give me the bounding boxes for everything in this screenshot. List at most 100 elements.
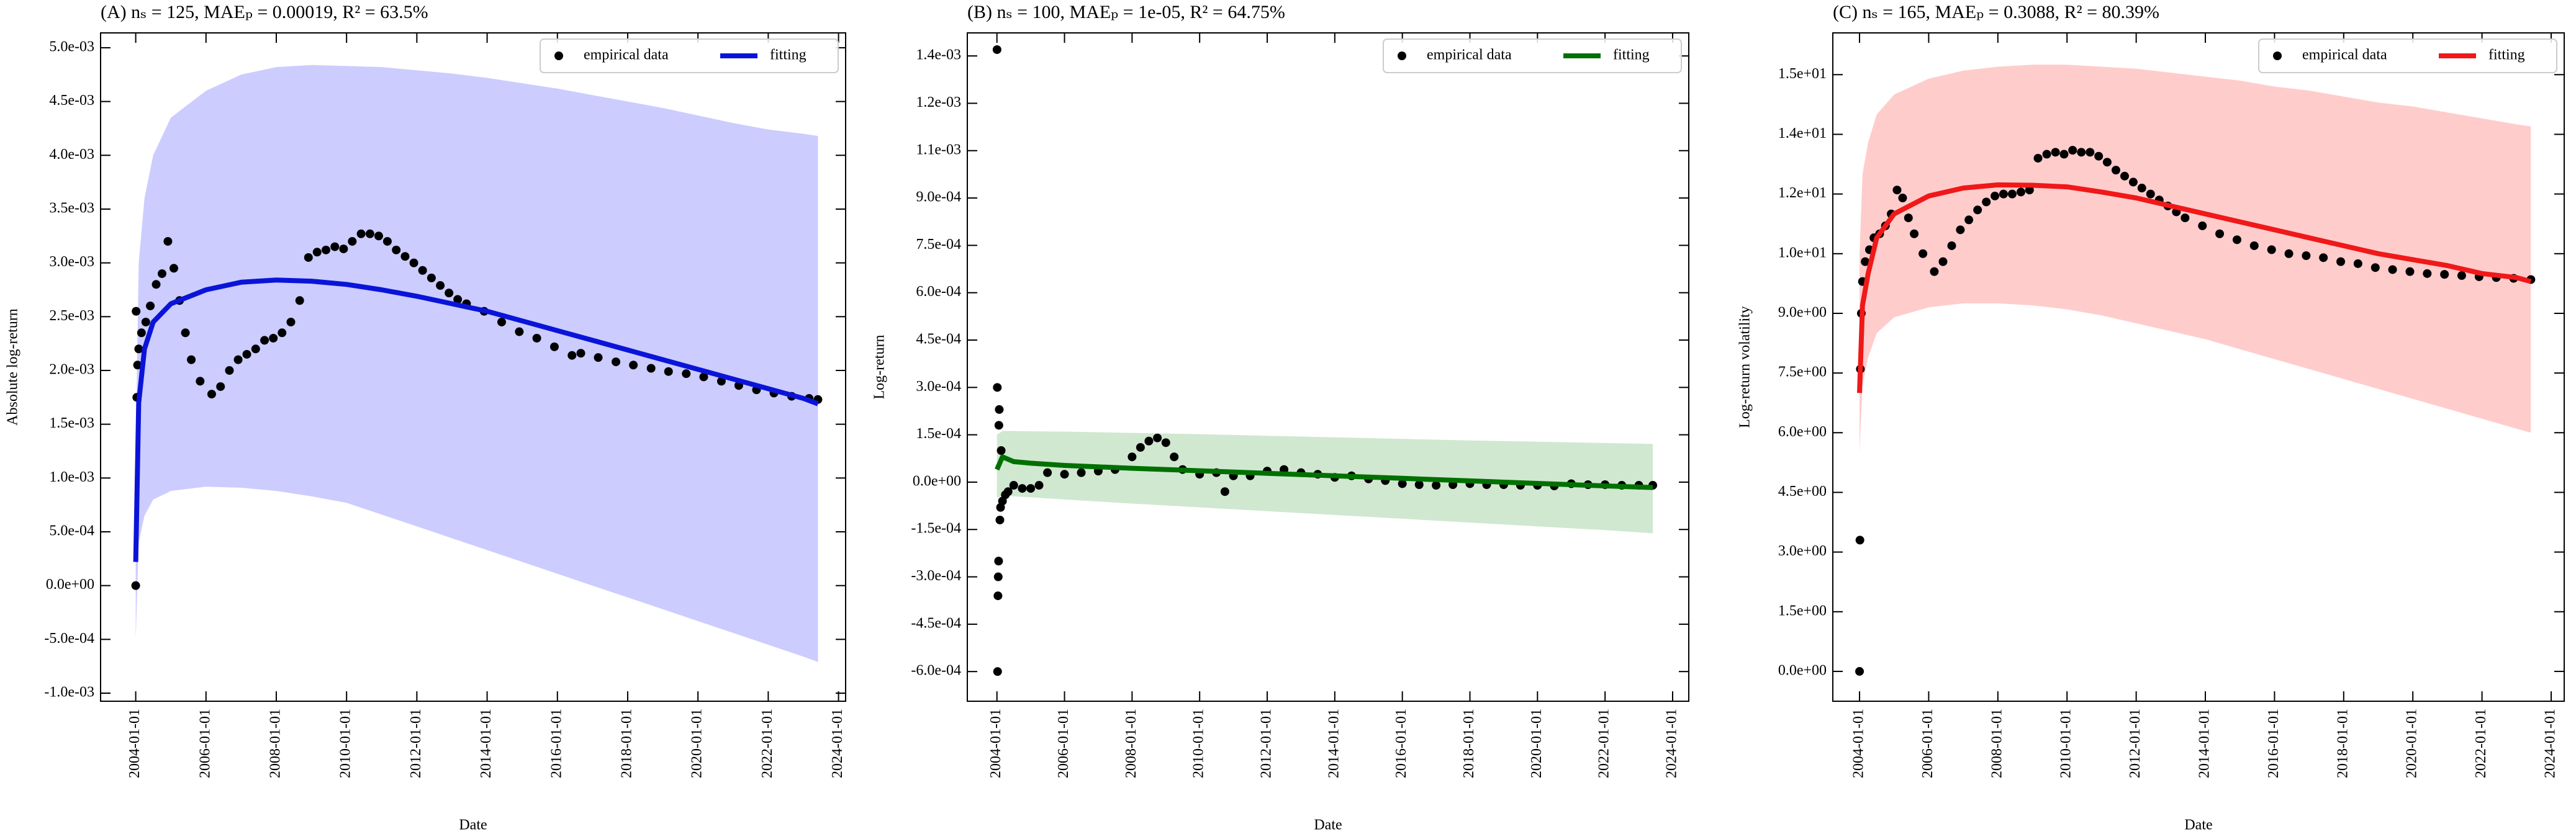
empirical-point [993,572,1003,581]
empirical-point [365,229,374,238]
legend-label: fitting [2488,47,2525,63]
empirical-point [629,361,638,370]
x-tick-label: 2020-01-01 [689,709,705,778]
y-tick-label: 1.5e+00 [1778,603,1827,619]
y-tick-label: 2.0e-03 [49,361,94,377]
y-tick-label: 1.5e+01 [1778,66,1827,82]
y-tick-label: 1.2e+01 [1778,185,1827,201]
empirical-point [187,355,196,364]
x-tick-label: 2018-01-01 [2334,709,2351,778]
x-tick-label: 2022-01-01 [1596,709,1612,778]
panel: 0.0e+00 1.5e+00 3.0e+00 4.5e+00 6.0e+00 7.5e+… [1737,2,2565,833]
y-tick-label: -3.0e-04 [911,568,961,584]
empirical-point [2457,271,2466,280]
legend-label: empirical data [2302,47,2387,63]
empirical-point [207,390,216,399]
empirical-point [2137,184,2146,193]
empirical-point [269,333,278,343]
empirical-point [2232,235,2241,245]
empirical-point [1128,452,1137,462]
legend: empirical data fitting [1383,38,1682,73]
empirical-point [2007,189,2017,199]
y-tick-label: 7.5e+00 [1778,364,1827,380]
y-tick-label: 2.5e-03 [49,308,94,324]
y-tick-label: 3.0e-04 [916,379,961,395]
empirical-point [612,357,621,367]
empirical-point [1973,205,1982,215]
empirical-point [994,557,1003,566]
panel: -6.0e-04 -4.5e-04 -3.0e-04 -1.5e-04 0.0e+00 1… [872,2,1689,833]
empirical-point [1898,194,1907,203]
empirical-point [2016,187,2025,197]
confidence-band [997,431,1653,534]
fit-line [995,454,1653,490]
empirical-point [2388,265,2397,274]
empirical-point [2120,171,2130,181]
empirical-point [1930,267,1939,276]
empirical-point [1077,468,1086,477]
x-tick-label: 2016-01-01 [1393,709,1409,778]
x-tick-label: 2022-01-01 [759,709,775,778]
empirical-point [163,236,173,246]
y-tick-label: 1.2e-03 [916,94,961,110]
plot-frame [100,32,846,702]
empirical-point [233,355,243,364]
y-tick-label: -5.0e-04 [44,630,94,647]
empirical-point [1003,487,1013,496]
legend-label: fitting [1613,47,1650,63]
legend: empirical data fitting [540,38,839,73]
y-tick-label: 5.0e-03 [49,38,94,55]
empirical-point [515,327,524,336]
x-tick-label: 2008-01-01 [267,709,283,778]
x-axis-label: Date [1314,817,1342,833]
chart-title: (B) nₛ = 100, MAEₚ = 1e-05, R² = 64.75% [967,2,1285,22]
empirical-point [995,515,1005,524]
empirical-point [2440,270,2449,279]
empirical-point [2042,150,2051,159]
empirical-point [2284,249,2294,258]
y-tick-label: 5.0e-04 [49,523,94,539]
empirical-point [374,231,383,241]
y-tick-label: 4.5e-03 [49,92,94,109]
x-tick-label: 2010-01-01 [1191,709,1207,778]
empirical-point [992,45,1001,54]
empirical-point [1136,442,1145,452]
empirical-point [2094,151,2104,161]
empirical-point [1009,481,1018,490]
empirical-point [497,317,506,326]
empirical-point [436,281,445,290]
empirical-point [2128,177,2138,187]
x-tick-label: 2006-01-01 [197,709,213,778]
x-tick-label: 2014-01-01 [1326,709,1342,778]
y-tick-label: 1.1e-03 [916,141,961,158]
y-tick-label: 9.0e-04 [916,189,961,205]
empirical-point [304,253,313,262]
empirical-point [169,264,179,273]
empirical-point [2336,257,2346,266]
x-tick-label: 2010-01-01 [2058,709,2074,778]
y-tick-label: 1.5e-03 [49,415,94,431]
empirical-point [1855,666,1864,676]
empirical-point [1938,257,1948,266]
legend-marker [2273,52,2282,60]
fit-line [1857,182,2532,393]
empirical-point [2302,251,2311,260]
empirical-point [1170,452,1179,462]
empirical-point [418,266,427,275]
empirical-point [196,377,205,386]
empirical-point [1018,484,1027,493]
y-axis-label: Log-return volatility [1737,306,1753,428]
empirical-point [716,377,726,386]
empirical-point [427,273,436,282]
x-tick-label: 2004-01-01 [988,709,1004,778]
empirical-point [1026,484,1036,493]
y-tick-label: 0.0e+00 [1778,662,1827,678]
empirical-point [567,351,577,360]
empirical-point [141,317,150,326]
fit-line [133,277,819,562]
y-tick-label: 1.5e-04 [916,426,961,442]
x-tick-label: 2012-01-01 [1259,709,1275,778]
empirical-point [549,342,559,351]
empirical-point [2215,229,2225,238]
